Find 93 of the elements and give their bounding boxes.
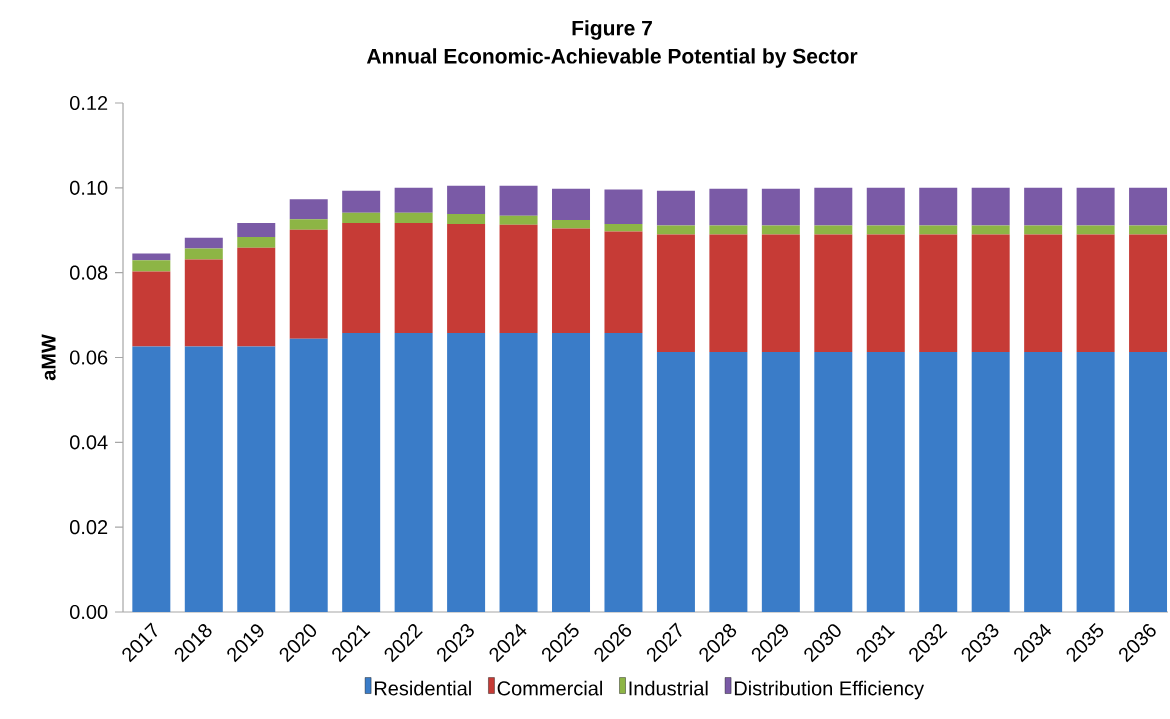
bar <box>971 351 1010 612</box>
bar <box>447 214 486 224</box>
bar <box>447 332 486 612</box>
bar <box>342 190 381 213</box>
bar <box>814 187 853 226</box>
bar <box>656 190 695 226</box>
bar <box>289 338 328 612</box>
bar <box>866 225 905 235</box>
bar <box>132 260 171 272</box>
bar <box>1129 351 1168 612</box>
bar <box>761 234 800 352</box>
bar <box>447 185 486 215</box>
y-tick-label: 0.00 <box>70 604 108 620</box>
bar <box>604 189 643 224</box>
bar <box>184 259 223 347</box>
bar <box>394 223 433 333</box>
bar <box>709 225 748 235</box>
bar <box>342 223 381 333</box>
bar <box>814 225 853 235</box>
y-tick-label: 0.12 <box>70 95 108 111</box>
bar <box>919 234 958 352</box>
bar <box>919 187 958 226</box>
bar <box>866 234 905 352</box>
chart-title: Figure 7 <box>572 20 652 40</box>
bar <box>919 351 958 612</box>
bar <box>709 188 748 226</box>
bar <box>1076 187 1115 226</box>
bar <box>552 220 591 229</box>
bar <box>289 199 328 220</box>
chart-subtitle: Annual Economic-Achievable Potential by Sector <box>366 48 858 68</box>
legend-label: Industrial <box>629 680 708 696</box>
legend-label: Commercial <box>497 680 602 696</box>
bar <box>866 187 905 226</box>
bar <box>1076 234 1115 352</box>
bar <box>394 332 433 612</box>
bar <box>552 332 591 612</box>
y-axis-title: aMW <box>41 334 56 381</box>
bar <box>604 231 643 333</box>
bar <box>656 351 695 612</box>
bar <box>237 247 276 347</box>
bar <box>132 271 171 347</box>
bar <box>1024 187 1063 226</box>
bar <box>499 185 538 216</box>
bar <box>1129 225 1168 235</box>
bar <box>552 188 591 221</box>
bar <box>1129 187 1168 226</box>
bar <box>1129 234 1168 352</box>
bar <box>919 225 958 235</box>
bar <box>709 234 748 352</box>
bar <box>604 223 643 232</box>
bar <box>971 225 1010 235</box>
bar <box>342 332 381 612</box>
y-tick-label: 0.04 <box>70 435 108 450</box>
bar <box>237 237 276 248</box>
bar <box>814 234 853 352</box>
bar <box>132 346 171 612</box>
bar <box>1076 225 1115 235</box>
y-tick-label: 0.06 <box>70 350 108 365</box>
bar <box>1024 234 1063 352</box>
bar <box>289 219 328 230</box>
bar <box>656 225 695 235</box>
bar <box>394 187 433 213</box>
bar <box>1024 351 1063 612</box>
bar <box>656 234 695 352</box>
bar <box>499 332 538 612</box>
legend-label: Distribution Efficiency <box>734 680 925 700</box>
bar <box>814 351 853 612</box>
bar <box>604 332 643 612</box>
bar <box>709 351 748 612</box>
bar <box>184 346 223 612</box>
bar <box>552 228 591 333</box>
bar <box>394 212 433 224</box>
bar <box>342 212 381 224</box>
y-tick-label: 0.02 <box>70 520 108 535</box>
y-tick-label: 0.10 <box>70 180 108 195</box>
bar <box>499 224 538 333</box>
bar <box>761 225 800 235</box>
bar <box>971 234 1010 352</box>
bar <box>1024 225 1063 235</box>
y-tick-label: 0.08 <box>70 265 108 280</box>
bar <box>866 351 905 612</box>
bar <box>184 237 223 249</box>
bar <box>289 229 328 339</box>
bar <box>237 346 276 612</box>
bar <box>184 248 223 260</box>
bar <box>447 223 486 333</box>
legend-label: Residential <box>374 680 471 696</box>
bar <box>761 188 800 226</box>
bar <box>971 187 1010 226</box>
bar <box>761 351 800 612</box>
bar <box>1076 351 1115 612</box>
bar <box>499 215 538 225</box>
bar <box>237 223 276 238</box>
